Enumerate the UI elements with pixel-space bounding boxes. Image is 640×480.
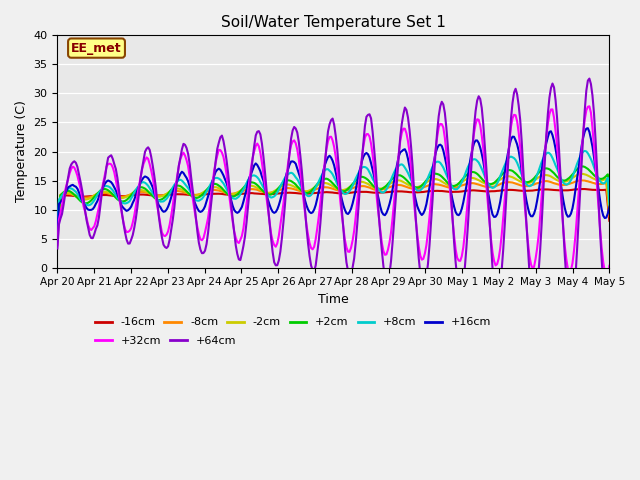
Title: Soil/Water Temperature Set 1: Soil/Water Temperature Set 1 [221,15,446,30]
Legend: +32cm, +64cm: +32cm, +64cm [90,332,241,350]
Y-axis label: Temperature (C): Temperature (C) [15,101,28,203]
Text: EE_met: EE_met [71,42,122,55]
X-axis label: Time: Time [318,293,349,306]
